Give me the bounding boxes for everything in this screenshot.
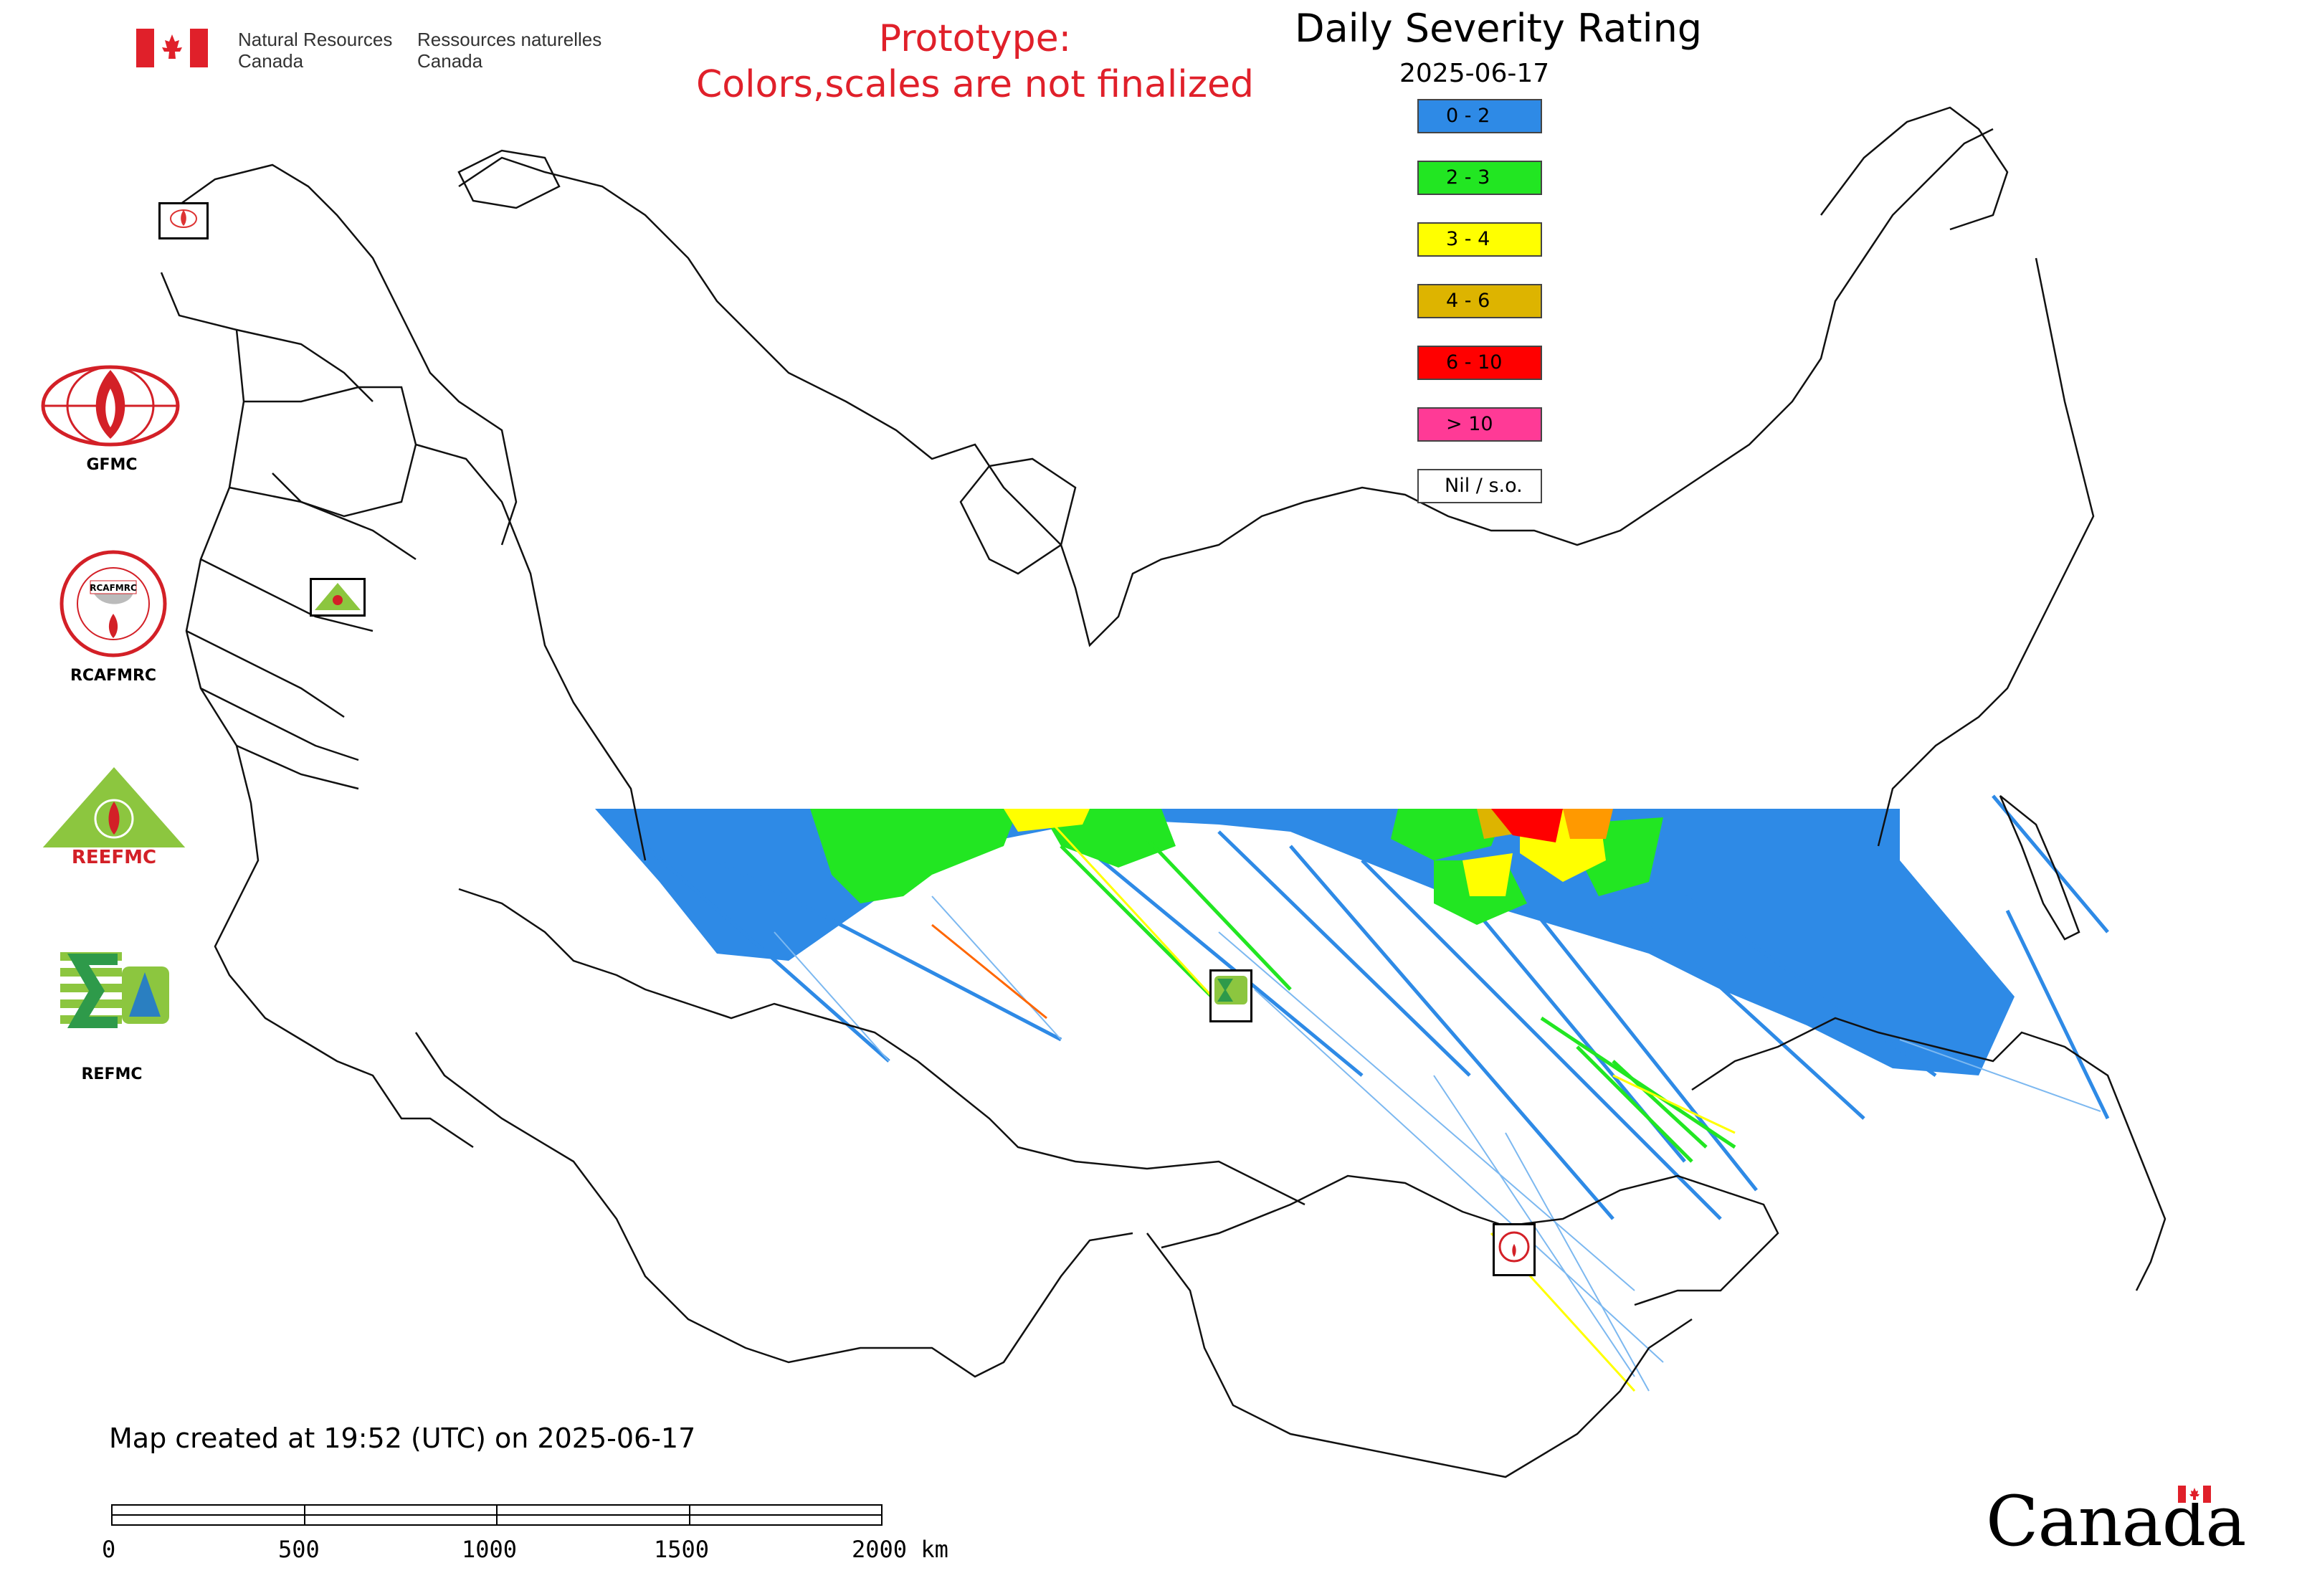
- rcafmrc-marker-icon: [1498, 1231, 1530, 1263]
- map-boundaries: [160, 106, 2167, 1478]
- scale-label-2000: 2000 km: [852, 1536, 948, 1563]
- scale-label-0: 0: [102, 1536, 116, 1563]
- boundary-internal: [200, 687, 359, 761]
- rcafmrc-label: RCAFMRC: [70, 667, 157, 685]
- raster-band-low: [595, 809, 2015, 1075]
- legend-label: 2 - 3: [1446, 166, 1490, 189]
- raster-streaks-thin: [774, 896, 2101, 1392]
- boundary-russia-west: [415, 443, 647, 861]
- gfmc-label: GFMC: [86, 456, 138, 474]
- agency-name-en: Natural Resources Canada: [238, 29, 393, 72]
- map-date: 2025-06-17: [1399, 59, 1550, 88]
- canada-flag-icon: [136, 29, 208, 67]
- raster-streaks-extreme: [931, 923, 1047, 1020]
- reefmc-logo: REEFMC: [39, 764, 189, 868]
- gfmc-small-marker[interactable]: [158, 202, 209, 239]
- canada-wordmark: Canada: [1986, 1481, 2246, 1567]
- boundary-mongolia: [1161, 1174, 1779, 1306]
- boundary-sakhalin: [1999, 795, 2080, 941]
- rcafmrc-logo: RCAFMRC: [59, 549, 168, 658]
- legend-item-gt-10: > 10: [1417, 407, 1542, 442]
- boundary-chukotka: [1820, 106, 2009, 231]
- boundary-china: [1146, 1232, 1693, 1478]
- refmc-map-marker[interactable]: [1209, 969, 1252, 1022]
- rcafmrc-seal-icon: RCAFMRC: [60, 550, 167, 657]
- scale-label-1000: 1000: [462, 1536, 518, 1563]
- raster-patch-moderate: [1391, 809, 1506, 860]
- boundary-europe: [160, 272, 474, 1149]
- legend-label: > 10: [1446, 413, 1493, 435]
- boundary-far-east: [1691, 1017, 2167, 1291]
- scale-label-1500: 1500: [654, 1536, 710, 1563]
- legend-item-4-6: 4 - 6: [1417, 284, 1542, 318]
- raster-patch-very-high: [1563, 809, 1613, 839]
- legend-item-0-2: 0 - 2: [1417, 99, 1542, 133]
- raster-streaks-low: [644, 794, 2110, 1220]
- legend-item-6-10: 6 - 10: [1417, 346, 1542, 380]
- rcafmrc-map-marker[interactable]: [1493, 1223, 1536, 1276]
- wordmark-flag-icon: [2178, 1486, 2211, 1503]
- raster-patch-high: [1004, 809, 1090, 832]
- legend-label: 6 - 10: [1446, 351, 1503, 374]
- rating-raster: [595, 794, 2110, 1392]
- legend-item-nil: Nil / s.o.: [1417, 469, 1542, 503]
- refmc-logo: [60, 946, 171, 1035]
- boundary-svalbard: [457, 149, 561, 209]
- agency-name-fr: Ressources naturelles Canada: [417, 29, 602, 72]
- boundary-baltic: [244, 386, 417, 518]
- gfmc-logo: [40, 364, 181, 452]
- boundary-internal: [186, 630, 345, 718]
- gfmc-globe-icon: [41, 365, 180, 447]
- raster-patch-extreme: [1491, 809, 1563, 842]
- boundary-internal: [236, 328, 374, 402]
- legend-label: 4 - 6: [1446, 290, 1490, 312]
- rcafmrc-ring-text: RCAFMRC: [90, 583, 137, 593]
- boundary-internal: [236, 744, 359, 790]
- legend-label: Nil / s.o.: [1445, 475, 1523, 497]
- raster-patch-moderate: [810, 809, 1018, 903]
- boundary-kamchatka: [1877, 257, 2095, 847]
- map-title: Daily Severity Rating: [1295, 6, 1703, 51]
- prototype-notice: Prototype: Colors,scales are not finaliz…: [695, 17, 1255, 106]
- raster-patch-high: [1462, 853, 1513, 896]
- scale-bar: [111, 1504, 883, 1526]
- boundary-internal: [200, 558, 374, 632]
- legend-item-3-4: 3 - 4: [1417, 222, 1542, 257]
- boundary-arctic-coast: [458, 128, 1994, 647]
- refmc-label: REFMC: [81, 1065, 143, 1083]
- boundary-central-asia: [414, 1032, 1133, 1378]
- legend-item-2-3: 2 - 3: [1417, 161, 1542, 195]
- boundary-kazakhstan: [458, 888, 1305, 1206]
- refmc-marker-icon: [1214, 976, 1247, 1004]
- refmc-sigma-icon: [60, 946, 171, 1035]
- reefmc-marker-icon: [315, 583, 361, 610]
- legend-label: 3 - 4: [1446, 228, 1490, 250]
- reefmc-wordmark: REEFMC: [72, 847, 156, 866]
- legend-label: 0 - 2: [1446, 105, 1490, 127]
- reefmc-triangle-icon: REEFMC: [39, 767, 189, 868]
- boundary-internal: [229, 486, 417, 561]
- map-created-timestamp: Map created at 19:52 (UTC) on 2025-06-17: [109, 1422, 696, 1454]
- gfmc-logo-icon: [170, 209, 197, 228]
- nrcan-signature: [136, 29, 208, 70]
- boundary-scandinavia: [164, 163, 518, 546]
- reefmc-map-marker[interactable]: [310, 578, 366, 617]
- boundary-novaya-zemlya: [959, 457, 1077, 575]
- scale-label-500: 500: [278, 1536, 320, 1563]
